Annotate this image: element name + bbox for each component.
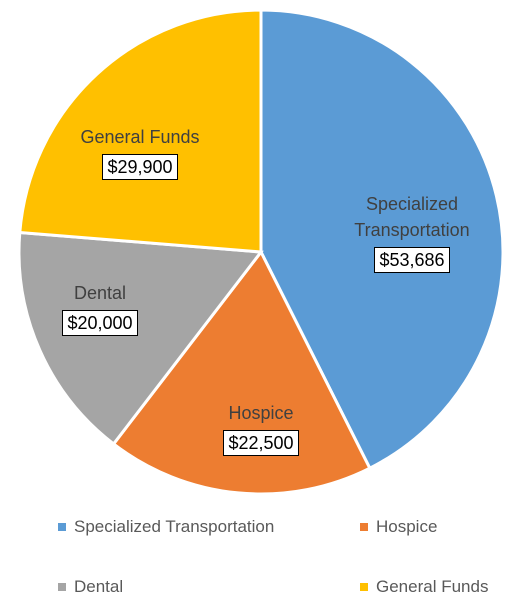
legend-swatch: [360, 523, 368, 531]
data-label: General Funds $29,900: [55, 124, 225, 180]
data-label: Dental $20,000: [15, 280, 185, 336]
legend-swatch: [58, 523, 66, 531]
pie-slice: [111, 249, 372, 496]
legend-label: Hospice: [376, 517, 438, 536]
pie-slice: [18, 8, 263, 254]
data-label: Hospice $22,500: [176, 400, 346, 456]
legend-swatch: [360, 583, 368, 591]
legend-item: General Funds: [360, 577, 488, 594]
data-label: Specialized Transportation $53,686: [337, 191, 487, 273]
legend-label: Specialized Transportation: [74, 517, 275, 536]
slice-category: General Funds: [80, 127, 200, 147]
slice-category: Specialized Transportation: [354, 194, 470, 240]
pie-slice: [17, 230, 264, 447]
slice-value: $20,000: [62, 310, 138, 336]
slice-value: $53,686: [374, 247, 450, 273]
slice-category: Hospice: [228, 403, 294, 423]
pie-slice: [259, 8, 505, 471]
legend-item: Dental: [58, 577, 123, 594]
legend-label: General Funds: [376, 577, 489, 594]
slice-value: $29,900: [102, 154, 178, 180]
slice-value: $22,500: [223, 430, 299, 456]
slice-category: Dental: [73, 283, 127, 303]
legend-label: Dental: [74, 577, 124, 594]
legend-item: Specialized Transportation: [58, 517, 274, 537]
legend-swatch: [58, 583, 66, 591]
legend-item: Hospice: [360, 517, 437, 537]
